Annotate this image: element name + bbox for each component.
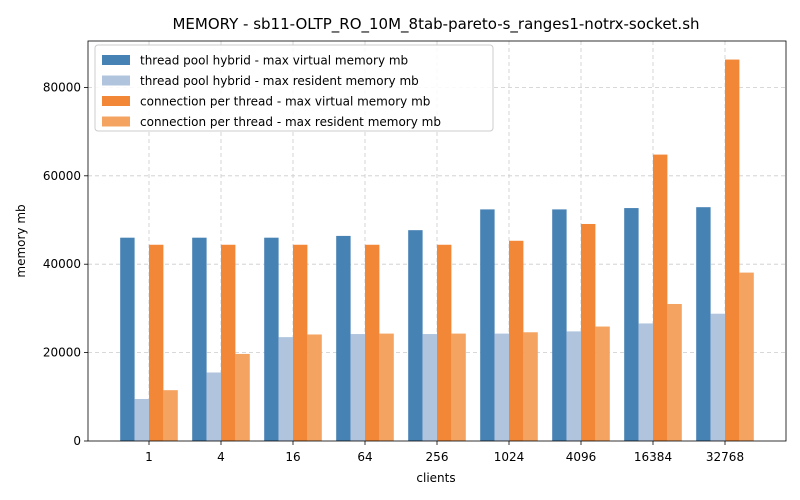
x-tick-label: 32768 [706,450,744,464]
bar [494,333,509,441]
bar [451,333,466,441]
x-tick-label: 1024 [494,450,525,464]
bar [278,337,293,441]
bar [163,390,178,441]
legend-box [94,44,494,132]
bars [120,59,754,441]
bar [595,326,610,441]
y-tick-label: 80000 [43,80,81,94]
legend-label: thread pool hybrid - max resident memory… [140,74,419,88]
bar [552,209,567,441]
bar [365,244,380,441]
bar [206,372,221,441]
bar [422,334,437,441]
bar [264,237,279,441]
bar [581,223,596,441]
bar [523,332,538,441]
bar [509,240,524,441]
x-tick-label: 64 [357,450,372,464]
y-tick-label: 20000 [43,346,81,360]
chart-title: MEMORY - sb11-OLTP_RO_10M_8tab-pareto-s_… [172,15,699,34]
bar [739,272,754,441]
bar [710,313,725,441]
x-axis-label: clients [416,471,455,485]
bar [480,209,495,441]
bar [696,207,711,441]
bar [624,208,639,441]
legend-swatch [102,75,130,86]
bar [120,237,135,441]
legend-swatch [102,116,130,127]
bar [437,244,452,441]
bar [221,244,236,441]
x-tick-label: 4 [217,450,225,464]
bar [725,59,740,441]
bar [134,399,149,441]
x-tick-label: 16 [285,450,300,464]
bar [149,244,164,441]
bar [653,154,668,441]
bar [408,230,423,441]
legend-label: connection per thread - max virtual memo… [140,95,430,109]
legend-label: thread pool hybrid - max virtual memory … [140,54,408,68]
x-tick-label: 16384 [634,450,672,464]
bar [667,303,682,441]
bar [336,235,351,441]
bar [235,353,250,441]
x-tick-label: 256 [426,450,449,464]
y-tick-label: 60000 [43,169,81,183]
legend: thread pool hybrid - max virtual memory … [94,44,494,132]
legend-swatch [102,55,130,65]
x-tick-label: 4096 [566,450,597,464]
bar [638,323,653,441]
bar [293,244,308,441]
legend-label: connection per thread - max resident mem… [140,115,441,129]
y-tick-label: 0 [73,434,81,448]
bar [379,333,394,441]
legend-swatch [102,96,130,106]
bar [566,331,581,441]
y-axis-label: memory mb [14,204,28,277]
ticks: 0 20000 40000 60000 80000 1 4 16 64 256 1024 4096 16… [43,80,744,464]
bar [307,334,322,441]
bar [192,237,207,441]
y-tick-label: 40000 [43,257,81,271]
x-tick-label: 1 [145,450,153,464]
bar [350,334,365,441]
